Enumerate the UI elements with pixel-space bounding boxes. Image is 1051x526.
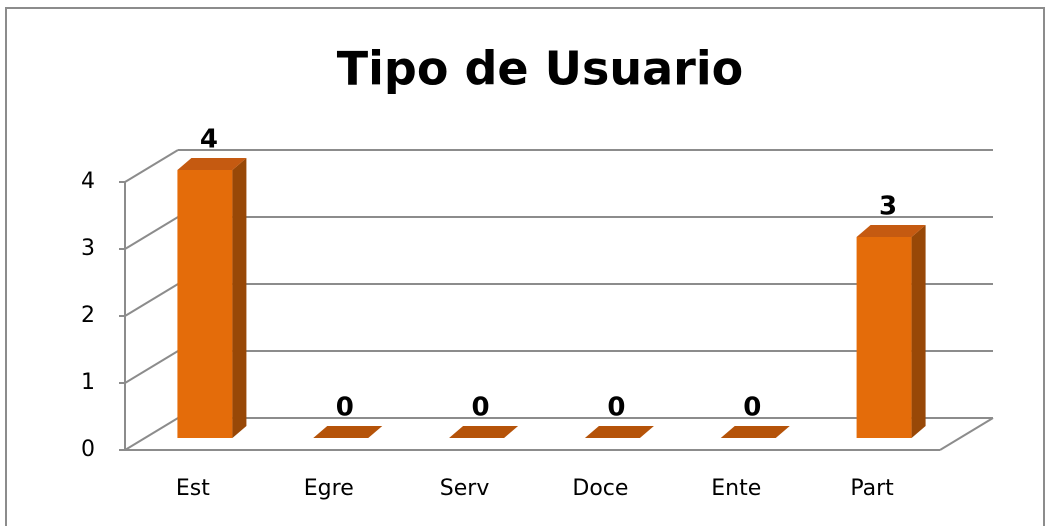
value-label: 3 [879,192,897,222]
bar-top [720,426,790,438]
bar-top [584,426,654,438]
bar-top [313,426,383,438]
bar [584,426,654,438]
x-tick-label: Doce [572,476,628,501]
y-tick-label: 3 [81,236,95,261]
wall-line [124,417,179,451]
bar [856,225,926,438]
bar [177,158,247,438]
y-tick-label: 2 [81,303,95,328]
x-tick-label: Egre [304,476,354,501]
x-tick-label: Part [850,476,894,501]
bar-top [856,225,926,237]
bar-front [856,237,912,438]
bar [313,426,383,438]
y-tick-label: 0 [81,437,95,462]
value-label: 4 [200,125,218,155]
value-label: 0 [472,393,490,423]
y-tick-label: 1 [81,370,95,395]
bar-side [232,158,247,438]
floor-right [939,417,994,451]
value-label: 0 [336,393,354,423]
bar-top [177,158,247,170]
x-tick-label: Ente [711,476,761,501]
y-tick-label: 4 [81,169,95,194]
bar [720,426,790,438]
wall-line [124,149,179,183]
value-label: 0 [607,393,625,423]
wall-line [124,216,179,250]
bar-front [177,170,233,438]
x-tick-label: Serv [440,476,490,501]
x-tick-label: Est [176,476,210,501]
wall-line [124,283,179,317]
bar [449,426,519,438]
bar-top [449,426,519,438]
bar-side [911,225,926,438]
wall-line [124,350,179,384]
value-label: 0 [743,393,761,423]
chart-title: Tipo de Usuario [337,42,743,96]
